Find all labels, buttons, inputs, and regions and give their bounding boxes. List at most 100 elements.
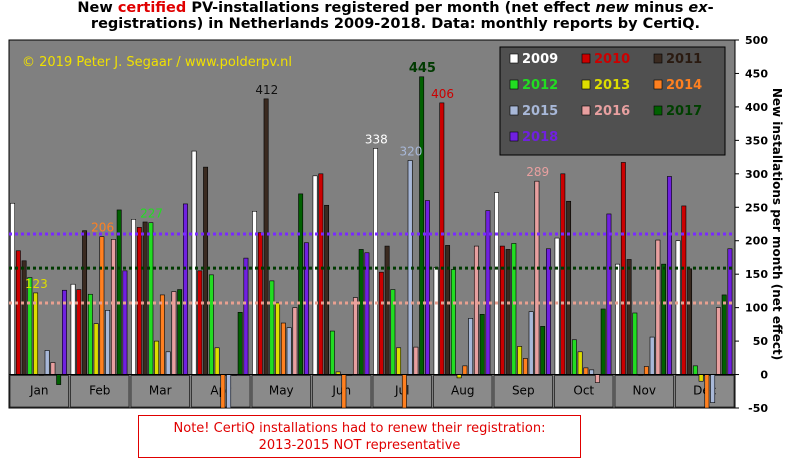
- month-band: [554, 375, 614, 408]
- title-text-5: minus: [628, 0, 689, 16]
- bar-2012-Nov: [632, 312, 638, 375]
- bar-2016-Feb: [110, 239, 116, 375]
- bar-2014-Mar: [159, 294, 165, 375]
- bar-2009-Jul: [373, 148, 379, 375]
- y-tick-label: 200: [745, 235, 768, 248]
- bar-2009-Oct: [554, 237, 560, 375]
- data-label: 412: [255, 83, 278, 97]
- x-tick-label: Mar: [149, 384, 172, 398]
- bar-2018-Jul: [424, 200, 430, 375]
- bar-2014-Apr: [220, 374, 226, 409]
- data-label: 338: [365, 132, 388, 146]
- bar-2009-Jun: [312, 175, 318, 375]
- month-band: [614, 375, 674, 408]
- x-tick-label: Jan: [29, 384, 49, 398]
- bar-2017-Oct: [600, 308, 606, 375]
- bar-2011-Mar: [142, 221, 148, 375]
- bar-2013-Oct: [577, 351, 583, 375]
- y-tick-label: 350: [745, 134, 768, 147]
- bar-2014-Nov: [643, 366, 649, 375]
- legend-label-2013: 2013: [594, 78, 630, 93]
- bar-2016-Sep: [534, 180, 540, 375]
- note-box: Note! CertiQ installations had to renew …: [138, 415, 581, 458]
- y-tick-label: 250: [745, 201, 768, 214]
- legend-label-2015: 2015: [522, 104, 558, 119]
- bar-2015-Apr: [226, 374, 232, 409]
- bar-2011-Oct: [566, 200, 572, 375]
- title-text-1: New: [77, 0, 118, 16]
- bar-2015-Oct: [589, 369, 595, 375]
- data-label: 289: [526, 165, 549, 179]
- title-text-line2: registrations) in Netherlands 2009-2018.…: [90, 16, 701, 32]
- bar-2016-Jan: [50, 362, 56, 375]
- data-label: 227: [140, 207, 163, 221]
- legend-swatch-2017: [653, 105, 663, 116]
- bar-2017-Dec: [721, 294, 727, 375]
- legend-label-2009: 2009: [522, 52, 558, 67]
- bar-2010-Dec: [681, 205, 687, 375]
- bar-2011-Jun: [324, 204, 330, 375]
- bar-2011-Aug: [445, 245, 451, 375]
- bar-2009-Jan: [10, 202, 16, 375]
- legend-swatch-2009: [509, 53, 519, 64]
- bar-2018-Apr: [243, 257, 249, 375]
- legend-swatch-2010: [581, 53, 591, 64]
- legend-label-2014: 2014: [666, 78, 702, 93]
- bar-2015-Sep: [528, 311, 534, 375]
- bar-2013-Aug: [456, 374, 462, 379]
- bar-2013-Jul: [396, 347, 402, 375]
- bar-2012-Dec: [692, 365, 698, 375]
- bar-2010-Aug: [439, 102, 445, 375]
- bar-2012-Sep: [511, 243, 517, 375]
- bar-2014-Sep: [522, 358, 528, 375]
- bar-2016-Oct: [594, 374, 600, 383]
- bar-2018-May: [303, 242, 309, 375]
- bar-2012-Oct: [571, 339, 577, 375]
- bar-2009-Mar: [131, 219, 137, 375]
- bar-2014-Jul: [401, 374, 407, 409]
- y-tick-label: 100: [745, 302, 768, 315]
- bar-2009-Feb: [70, 283, 76, 375]
- x-tick-label: Jul: [394, 384, 409, 398]
- bar-2009-Nov: [615, 263, 621, 375]
- legend-label-2018: 2018: [522, 130, 558, 145]
- bar-2013-Mar: [154, 340, 160, 375]
- bar-2017-Jan: [56, 374, 62, 385]
- y-tick-label: 500: [745, 34, 768, 47]
- title-text-7: -: [707, 0, 714, 16]
- legend-label-2010: 2010: [594, 52, 630, 67]
- bar-2018-Mar: [182, 203, 188, 375]
- legend-swatch-2015: [509, 105, 519, 116]
- title-text-certified: certified: [117, 0, 187, 16]
- bar-2014-Jun: [341, 374, 347, 409]
- x-tick-label: Oct: [573, 384, 594, 398]
- bar-2015-Aug: [468, 318, 474, 375]
- month-band: [493, 375, 553, 408]
- bar-2018-Feb: [122, 270, 128, 375]
- legend-label-2012: 2012: [522, 78, 558, 93]
- y-tick-label: -50: [748, 402, 768, 415]
- bar-2011-Apr: [203, 166, 209, 375]
- month-band: [70, 375, 130, 408]
- y-tick-label: 300: [745, 168, 768, 181]
- data-label: 445: [409, 61, 436, 76]
- x-tick-label: Jun: [331, 384, 351, 398]
- bar-2018-Jun: [364, 252, 370, 375]
- title-text-ex: ex: [688, 0, 708, 16]
- data-label: 206: [91, 221, 114, 235]
- bar-2009-Aug: [433, 267, 439, 375]
- bar-2010-Mar: [136, 227, 142, 375]
- bar-2016-Aug: [473, 245, 479, 375]
- bar-2014-Oct: [583, 367, 589, 375]
- bar-2010-Jul: [378, 271, 384, 375]
- bar-2015-Jan: [44, 350, 50, 375]
- title-text-new: new: [595, 0, 629, 16]
- bar-2015-Dec: [710, 374, 716, 403]
- bar-2011-Nov: [626, 259, 632, 375]
- bar-2010-Sep: [499, 245, 505, 375]
- bar-2017-Aug: [479, 314, 485, 375]
- bar-2016-Nov: [655, 239, 661, 375]
- bar-2017-Jul: [419, 76, 425, 375]
- bar-2010-Apr: [197, 270, 203, 375]
